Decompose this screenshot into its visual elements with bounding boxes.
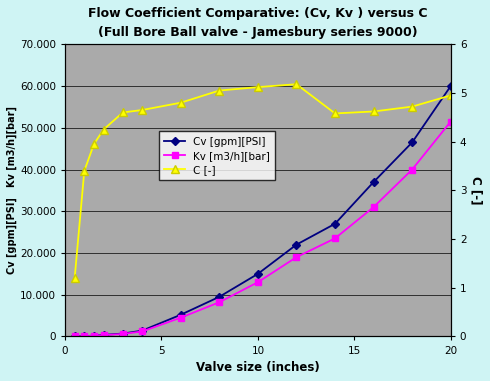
Cv [gpm][PSI] bbox=[139, 328, 145, 333]
Cv [gpm][PSI] bbox=[409, 140, 415, 145]
Cv [gpm][PSI] bbox=[217, 295, 222, 299]
C [-] bbox=[139, 108, 145, 112]
X-axis label: Valve size (inches): Valve size (inches) bbox=[196, 361, 320, 374]
Line: Cv [gpm][PSI]: Cv [gpm][PSI] bbox=[72, 83, 454, 339]
Legend: Cv [gpm][PSI], Kv [m3/h][bar], C [-]: Cv [gpm][PSI], Kv [m3/h][bar], C [-] bbox=[159, 131, 275, 180]
C [-] bbox=[255, 85, 261, 90]
Kv [m3/h][bar] bbox=[332, 236, 338, 241]
C [-] bbox=[370, 109, 376, 114]
Cv [gpm][PSI] bbox=[370, 180, 376, 184]
Cv [gpm][PSI] bbox=[448, 84, 454, 88]
C [-] bbox=[217, 88, 222, 93]
Cv [gpm][PSI] bbox=[255, 272, 261, 276]
Cv [gpm][PSI] bbox=[294, 242, 299, 247]
Cv [gpm][PSI] bbox=[100, 333, 106, 337]
Title: Flow Coefficient Comparative: (Cv, Kv ) versus C
(Full Bore Ball valve - Jamesbu: Flow Coefficient Comparative: (Cv, Kv ) … bbox=[88, 7, 428, 39]
Line: C [-]: C [-] bbox=[71, 80, 455, 282]
Cv [gpm][PSI] bbox=[120, 331, 126, 336]
Kv [m3/h][bar] bbox=[255, 280, 261, 285]
Cv [gpm][PSI] bbox=[332, 221, 338, 226]
Kv [m3/h][bar] bbox=[370, 205, 376, 209]
Kv [m3/h][bar] bbox=[178, 315, 184, 320]
C [-] bbox=[81, 169, 87, 173]
Kv [m3/h][bar] bbox=[409, 167, 415, 172]
C [-] bbox=[448, 93, 454, 98]
Kv [m3/h][bar] bbox=[120, 332, 126, 336]
C [-] bbox=[294, 82, 299, 86]
Kv [m3/h][bar] bbox=[217, 300, 222, 304]
C [-] bbox=[332, 111, 338, 116]
Kv [m3/h][bar] bbox=[100, 333, 106, 338]
Kv [m3/h][bar] bbox=[81, 334, 87, 338]
Cv [gpm][PSI] bbox=[72, 334, 77, 339]
Kv [m3/h][bar] bbox=[448, 119, 454, 124]
C [-] bbox=[120, 110, 126, 115]
Y-axis label: C [-]: C [-] bbox=[470, 176, 483, 205]
Kv [m3/h][bar] bbox=[91, 333, 97, 338]
Kv [m3/h][bar] bbox=[139, 329, 145, 334]
Cv [gpm][PSI] bbox=[178, 312, 184, 317]
C [-] bbox=[72, 276, 77, 280]
Y-axis label: Cv [gpm][PSI]   Kv [m3/h][bar]: Cv [gpm][PSI] Kv [m3/h][bar] bbox=[7, 106, 17, 274]
C [-] bbox=[409, 104, 415, 109]
Kv [m3/h][bar] bbox=[72, 334, 77, 339]
C [-] bbox=[178, 101, 184, 105]
Kv [m3/h][bar] bbox=[294, 255, 299, 259]
C [-] bbox=[91, 142, 97, 146]
C [-] bbox=[100, 127, 106, 132]
Cv [gpm][PSI] bbox=[91, 333, 97, 338]
Line: Kv [m3/h][bar]: Kv [m3/h][bar] bbox=[72, 118, 454, 339]
Cv [gpm][PSI] bbox=[81, 334, 87, 338]
